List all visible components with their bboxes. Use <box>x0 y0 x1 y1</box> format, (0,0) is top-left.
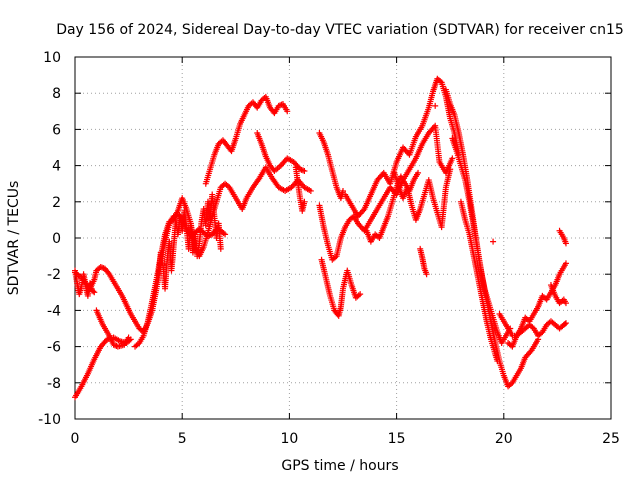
y-tick-label: 4 <box>52 159 61 175</box>
y-tick-label: -4 <box>47 303 61 319</box>
data-point-sat-o <box>447 166 454 173</box>
data-point-sat-w <box>562 240 569 247</box>
data-point-sat-b <box>91 289 98 296</box>
data-point-sat-u <box>561 320 568 327</box>
data-point-sat-t <box>562 260 569 267</box>
data-point-sat-v <box>562 300 569 307</box>
x-tick-label: 15 <box>388 431 406 447</box>
y-tick-label: -8 <box>47 376 61 392</box>
y-tick-label: -2 <box>47 267 61 283</box>
y-tick-label: -6 <box>47 340 61 356</box>
axis-ticks: 0 5 10 15 20 25 -10 -8 -6 -4 -2 0 2 4 6 8 10 <box>38 50 620 447</box>
data-point-sat-u <box>562 320 569 327</box>
data-point-sat-a <box>105 269 112 276</box>
y-tick-label: 10 <box>43 50 61 66</box>
data-point-outlier <box>490 238 497 245</box>
data-point-sat-k <box>449 155 456 162</box>
data-point-sat-g <box>284 108 291 115</box>
data-point-sat-a <box>222 231 229 238</box>
chart-title: Day 156 of 2024, Sidereal Day-to-day VTE… <box>56 22 624 38</box>
data-point-sat-s <box>494 358 501 365</box>
x-axis-label: GPS time / hours <box>281 458 398 474</box>
y-tick-label: 8 <box>52 86 61 102</box>
data-point-sat-p <box>423 271 430 278</box>
x-tick-label: 5 <box>178 431 187 447</box>
x-tick-label: 0 <box>71 431 80 447</box>
data-point-sat-n <box>415 169 422 176</box>
y-tick-label: 2 <box>52 195 61 211</box>
data-point-sat-f <box>217 245 224 252</box>
y-tick-label: 6 <box>52 122 61 138</box>
y-axis-label: SDTVAR / TECUs <box>6 181 22 296</box>
data-marks <box>72 75 569 401</box>
data-point-sat-b <box>90 288 97 295</box>
data-point-sat-j <box>340 187 346 194</box>
data-point-sat-i <box>301 198 308 205</box>
data-point-sat-e <box>307 187 314 194</box>
x-tick-label: 10 <box>280 431 298 447</box>
data-point-sat-l <box>357 291 364 298</box>
data-point-sat-d <box>125 334 132 341</box>
y-tick-label: 0 <box>52 231 61 247</box>
x-tick-label: 20 <box>495 431 513 447</box>
y-tick-label: -10 <box>38 412 61 428</box>
data-point-outlier <box>432 102 439 109</box>
data-point-sat-h <box>301 168 308 175</box>
x-tick-label: 25 <box>602 431 620 447</box>
